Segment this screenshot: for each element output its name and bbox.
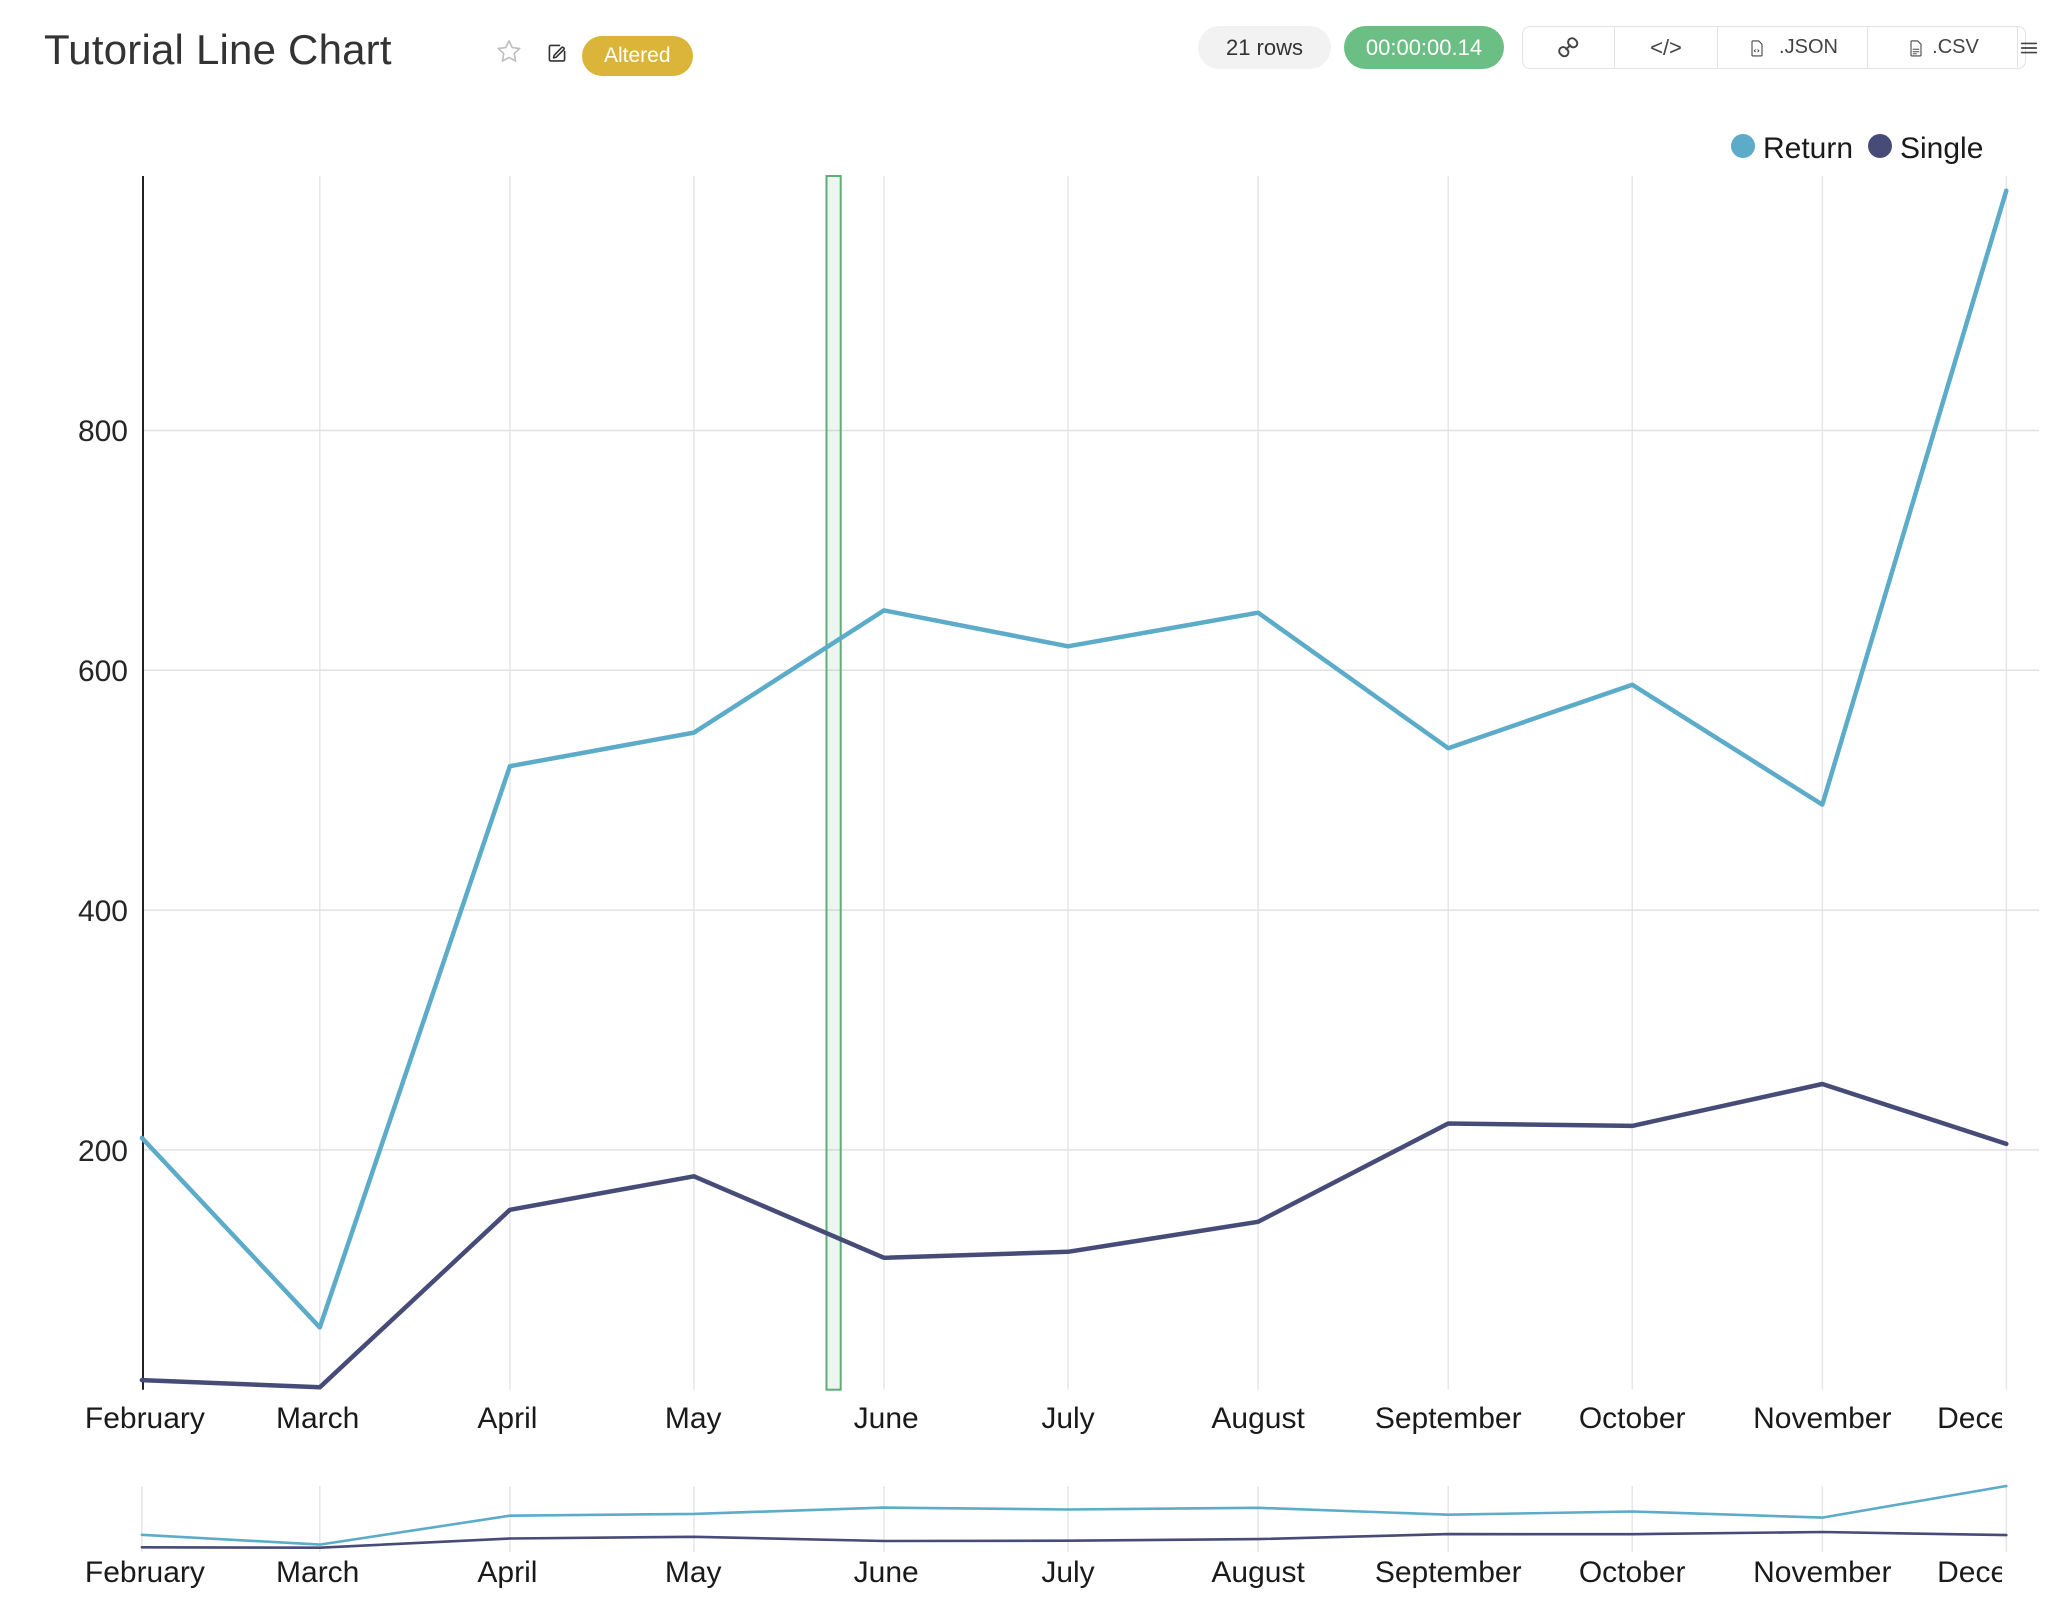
svg-text:December: December	[1937, 1556, 2050, 1589]
svg-text:July: July	[1041, 1556, 1094, 1589]
svg-text:200: 200	[78, 1135, 128, 1168]
svg-text:March: March	[276, 1556, 359, 1589]
svg-text:600: 600	[78, 655, 128, 688]
svg-text:February: February	[85, 1402, 205, 1435]
svg-text:November: November	[1753, 1402, 1891, 1435]
svg-text:April: April	[477, 1556, 537, 1589]
svg-text:800: 800	[78, 415, 128, 448]
svg-text:February: February	[85, 1556, 205, 1589]
svg-text:August: August	[1211, 1556, 1305, 1589]
svg-text:400: 400	[78, 895, 128, 928]
svg-text:August: August	[1211, 1402, 1305, 1435]
svg-text:July: July	[1041, 1402, 1094, 1435]
svg-text:September: September	[1375, 1556, 1522, 1589]
svg-text:June: June	[854, 1402, 919, 1435]
svg-text:May: May	[665, 1556, 722, 1589]
svg-text:April: April	[477, 1402, 537, 1435]
svg-text:June: June	[854, 1556, 919, 1589]
svg-text:November: November	[1753, 1556, 1891, 1589]
svg-text:September: September	[1375, 1402, 1522, 1435]
svg-text:October: October	[1579, 1402, 1686, 1435]
svg-text:October: October	[1579, 1556, 1686, 1589]
svg-text:December: December	[1937, 1402, 2050, 1435]
svg-text:May: May	[665, 1402, 722, 1435]
svg-text:March: March	[276, 1402, 359, 1435]
